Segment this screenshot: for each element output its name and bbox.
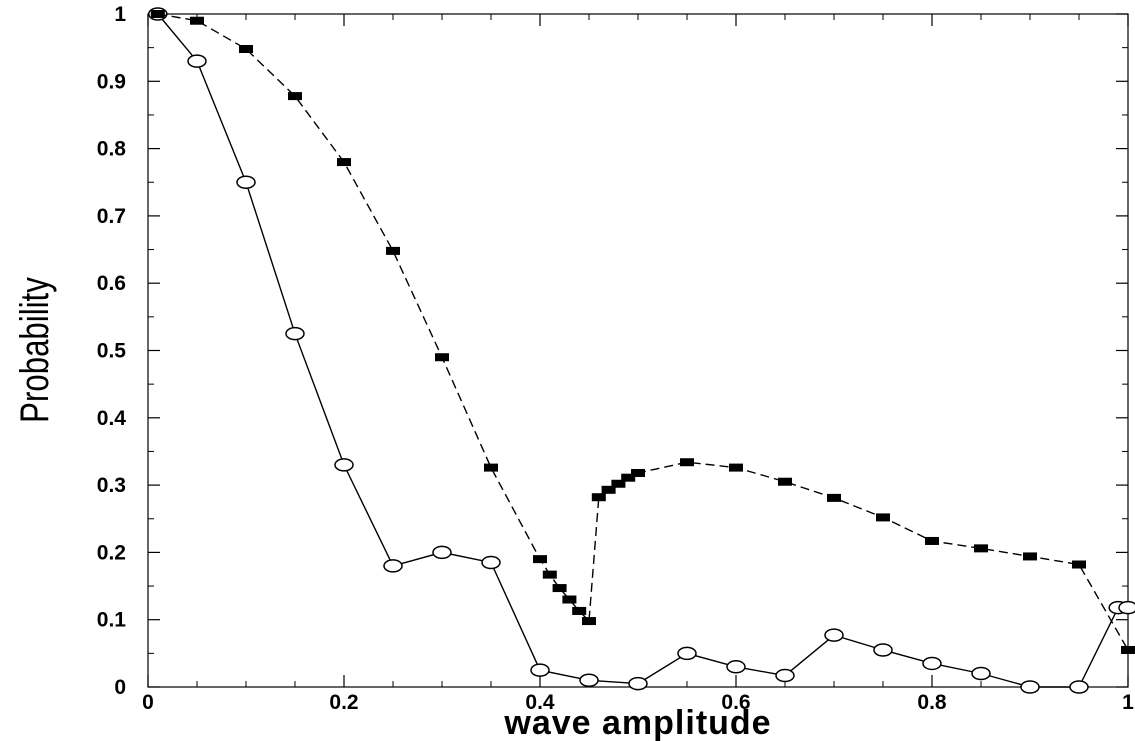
data-point — [876, 513, 890, 522]
data-point — [484, 463, 498, 472]
data-point — [778, 477, 792, 486]
data-point — [236, 175, 256, 189]
data-point — [386, 246, 400, 255]
y-tick-label: 0.2 — [97, 541, 126, 564]
x-axis-title: wave amplitude — [503, 704, 771, 741]
data-point — [1020, 680, 1040, 694]
data-point — [873, 643, 893, 657]
x-tick-label: 1 — [1122, 691, 1134, 714]
data-point — [481, 555, 501, 570]
x-tick-label: 0.6 — [721, 691, 750, 714]
series-line — [157, 13, 1128, 688]
data-point — [533, 555, 547, 564]
data-point — [334, 458, 354, 472]
data-point — [190, 16, 204, 25]
data-point — [1118, 600, 1135, 615]
x-tick-label: 0.2 — [329, 691, 358, 714]
series-layer — [148, 7, 1135, 694]
data-point — [288, 92, 302, 101]
y-tick-label: 1 — [114, 3, 126, 26]
data-point — [285, 326, 305, 341]
y-tick-label: 0.8 — [97, 138, 127, 161]
data-point — [601, 485, 616, 494]
y-tick-label: 0.1 — [97, 609, 127, 632]
data-point — [542, 570, 557, 579]
data-point — [827, 493, 841, 502]
series-0 — [148, 7, 1135, 694]
x-tick-label: 0.4 — [525, 691, 555, 714]
data-point — [971, 666, 991, 681]
data-point — [383, 559, 403, 573]
y-tick-label: 0.3 — [97, 474, 126, 497]
data-point — [775, 668, 795, 683]
series-1 — [150, 10, 1135, 654]
data-point — [631, 468, 645, 477]
y-tick-label: 0.5 — [97, 340, 127, 363]
data-point — [337, 158, 351, 167]
data-point — [729, 463, 743, 472]
axis-ticks — [147, 13, 1129, 688]
data-point — [1121, 645, 1135, 654]
data-point — [680, 458, 694, 467]
data-point — [824, 628, 844, 642]
data-point — [562, 595, 577, 604]
x-tick-label: 0 — [142, 691, 154, 714]
y-tick-label: 0.7 — [97, 205, 126, 228]
data-point — [239, 44, 253, 53]
data-point — [974, 544, 988, 553]
data-point — [579, 673, 599, 688]
data-point — [435, 353, 449, 362]
data-point — [628, 676, 648, 691]
x-tick-label: 0.8 — [917, 691, 947, 714]
data-point — [621, 473, 636, 482]
y-tick-label: 0.4 — [97, 407, 127, 430]
data-point — [530, 663, 550, 677]
data-point — [591, 493, 606, 502]
data-point — [925, 536, 939, 545]
data-point — [187, 54, 207, 68]
data-point — [1069, 680, 1089, 694]
tick-labels: 0 0.2 0.4 0.6 0.8 1 0 0.1 0.2 0.3 0.4 0.5 0.6 0.7 0.8 0… — [97, 3, 1134, 714]
data-point — [1023, 552, 1037, 561]
series-line — [157, 13, 1129, 651]
plot-frame — [147, 13, 1129, 688]
data-point — [572, 606, 587, 615]
data-point — [922, 656, 942, 671]
data-point — [150, 10, 165, 18]
y-axis-title: Probability — [12, 277, 57, 423]
data-point — [582, 617, 596, 626]
data-point — [611, 479, 626, 488]
data-point — [1072, 560, 1086, 569]
y-tick-label: 0 — [114, 676, 126, 699]
data-point — [677, 646, 697, 661]
data-point — [432, 545, 452, 560]
data-point — [552, 584, 567, 593]
y-tick-label: 0.9 — [97, 70, 126, 93]
data-point — [726, 660, 746, 674]
y-tick-label: 0.6 — [97, 272, 126, 295]
